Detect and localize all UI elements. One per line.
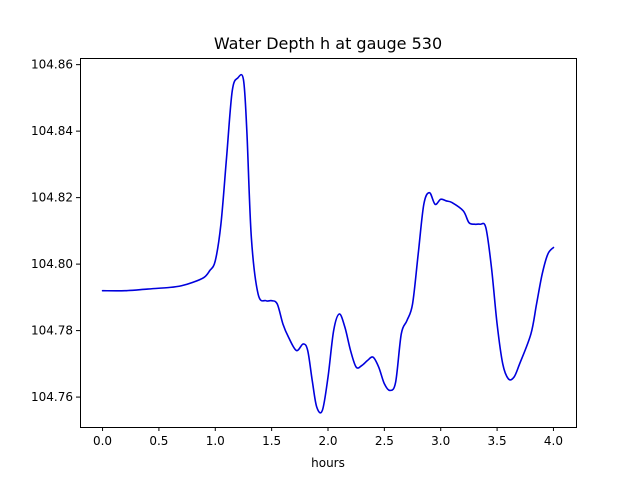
x-tick-label: 3.5 [488, 434, 507, 448]
x-axis: 0.0 0.5 1.0 1.5 2.0 2.5 3.0 3.5 4.0 [93, 427, 563, 448]
x-tick-label: 4.0 [544, 434, 563, 448]
series-line-water-depth [101, 73, 555, 414]
x-tick-label: 3.0 [431, 434, 450, 448]
y-tick-label: 104.80 [31, 257, 73, 271]
y-axis: 104.76 104.78 104.80 104.82 104.84 104.86 [31, 58, 80, 404]
y-tick-label: 104.86 [31, 58, 73, 72]
chart-title: Water Depth h at gauge 530 [214, 34, 442, 53]
x-axis-label: hours [311, 456, 345, 470]
y-tick-label: 104.76 [31, 390, 73, 404]
y-tick-label: 104.82 [31, 191, 73, 205]
y-tick-label: 104.78 [31, 324, 73, 338]
x-tick-label: 0.5 [149, 434, 168, 448]
plot-background [80, 58, 576, 427]
x-tick-label: 2.5 [375, 434, 394, 448]
series-group [101, 73, 555, 414]
x-tick-label: 0.0 [93, 434, 112, 448]
x-tick-label: 2.0 [318, 434, 337, 448]
x-tick-label: 1.5 [262, 434, 281, 448]
x-tick-label: 1.0 [206, 434, 225, 448]
y-tick-label: 104.84 [31, 124, 73, 138]
plot-frame [80, 58, 577, 428]
